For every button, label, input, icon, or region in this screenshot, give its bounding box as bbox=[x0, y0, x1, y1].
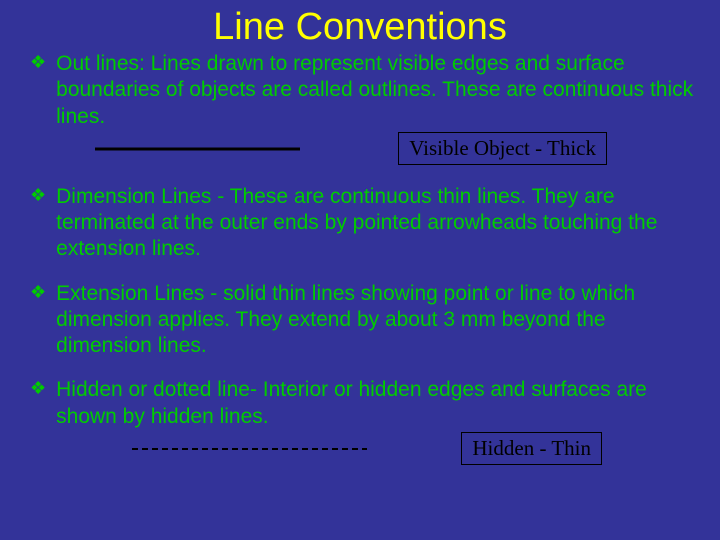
bullet-icon: ❖ bbox=[30, 283, 46, 301]
bullet-text: Out lines: Lines drawn to represent visi… bbox=[56, 51, 702, 130]
bullet-item: ❖ Dimension Lines - These are continuous… bbox=[30, 184, 702, 263]
slide: Line Conventions ❖ Out lines: Lines draw… bbox=[0, 0, 720, 540]
visible-line-label: Visible Object - Thick bbox=[398, 132, 607, 165]
bullet-text: Dimension Lines - These are continuous t… bbox=[56, 184, 702, 263]
bullet-icon: ❖ bbox=[30, 186, 46, 204]
bullet-icon: ❖ bbox=[30, 379, 46, 397]
slide-body: ❖ Out lines: Lines drawn to represent vi… bbox=[0, 51, 720, 466]
example-row-visible: Visible Object - Thick bbox=[95, 132, 607, 166]
bullet-icon: ❖ bbox=[30, 53, 46, 71]
bullet-text: Hidden or dotted line- Interior or hidde… bbox=[56, 377, 702, 430]
bullet-item: ❖ Hidden or dotted line- Interior or hid… bbox=[30, 377, 702, 430]
hidden-line-label: Hidden - Thin bbox=[461, 432, 602, 465]
bullet-item: ❖ Out lines: Lines drawn to represent vi… bbox=[30, 51, 702, 130]
example-row-hidden: Hidden - Thin bbox=[132, 432, 602, 466]
visible-line-demo bbox=[95, 144, 300, 154]
slide-title: Line Conventions bbox=[0, 0, 720, 51]
bullet-item: ❖ Extension Lines - solid thin lines sho… bbox=[30, 281, 702, 360]
hidden-line-demo bbox=[132, 444, 367, 454]
bullet-text: Extension Lines - solid thin lines showi… bbox=[56, 281, 702, 360]
